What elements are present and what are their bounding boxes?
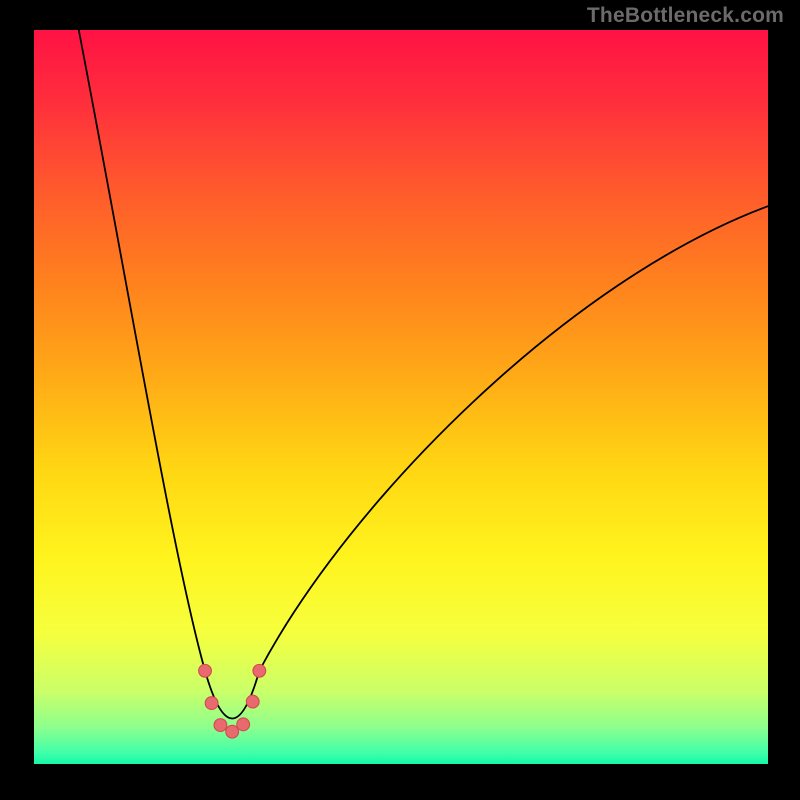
chart-svg (34, 30, 768, 764)
curve-marker (199, 664, 212, 677)
gradient-background (34, 30, 768, 764)
plot-area (34, 30, 768, 764)
watermark-text: TheBottleneck.com (587, 4, 784, 28)
curve-marker (205, 697, 218, 710)
curve-marker (253, 664, 266, 677)
curve-marker (246, 695, 259, 708)
curve-marker (226, 725, 239, 738)
curve-marker (237, 718, 250, 731)
chart-frame: TheBottleneck.com (0, 0, 800, 800)
curve-marker (214, 719, 227, 732)
